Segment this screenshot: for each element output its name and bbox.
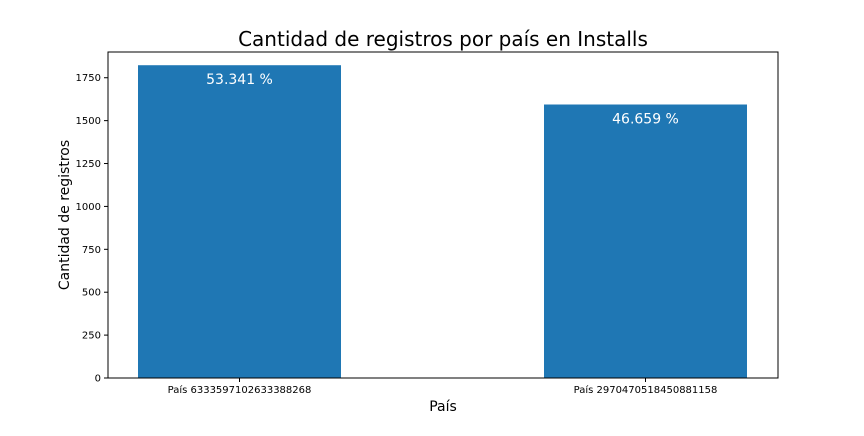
bar — [544, 104, 747, 378]
y-tick-label: 750 — [82, 245, 101, 256]
y-axis-label: Cantidad de registros — [57, 140, 73, 290]
plot-area: 0 250 500 750 1000 1250 1500 1750 53.341 % País 6… — [76, 65, 747, 396]
x-tick-label: País 6333597102633388268 — [168, 384, 312, 396]
y-tick-label: 0 — [95, 374, 101, 385]
y-tick-label: 1500 — [76, 116, 101, 127]
bar — [138, 65, 341, 378]
y-tick-label: 500 — [82, 288, 101, 299]
x-axis-label: País — [429, 399, 457, 415]
y-tick-label: 1250 — [76, 159, 101, 170]
x-tick-label: País 2970470518450881158 — [574, 384, 718, 396]
plot-frame — [107, 51, 779, 379]
y-tick-label: 250 — [82, 331, 101, 342]
bar-label: 53.341 % — [206, 72, 273, 88]
y-tick-label: 1000 — [76, 202, 101, 213]
y-tick-label: 1750 — [76, 73, 101, 84]
bar-label: 46.659 % — [612, 112, 679, 128]
chart-title: Cantidad de registros por país en Instal… — [238, 27, 648, 51]
